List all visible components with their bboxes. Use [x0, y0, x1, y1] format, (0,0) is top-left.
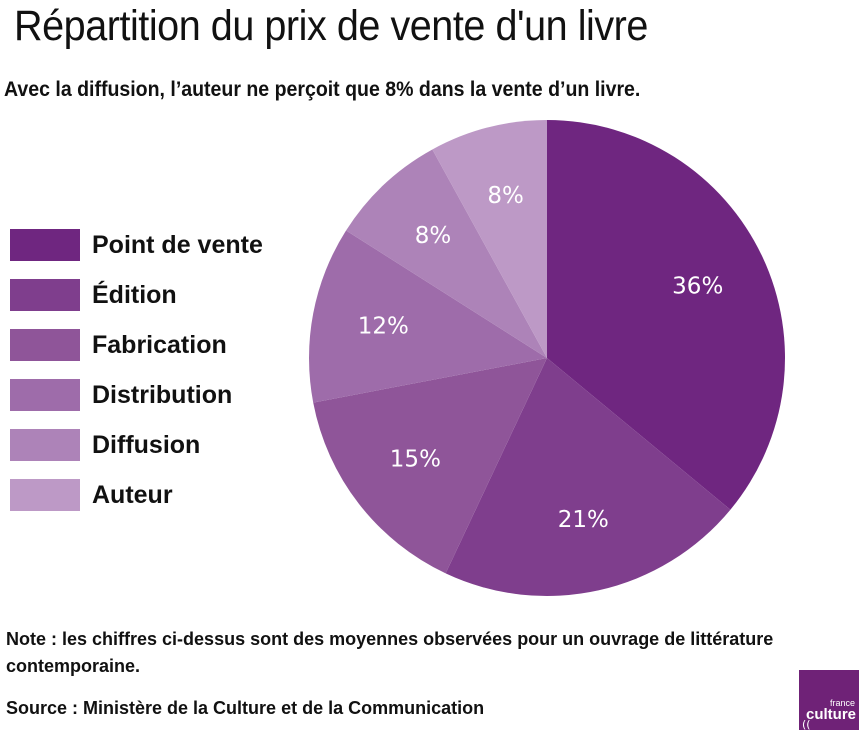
pie-slice-label: 12% — [358, 313, 409, 339]
chart-legend: Point de vente Édition Fabrication Distribu… — [10, 220, 263, 520]
legend-swatch — [10, 279, 80, 311]
legend-item: Fabrication — [10, 320, 263, 370]
legend-item: Auteur — [10, 470, 263, 520]
pie-slice — [346, 149, 547, 358]
legend-item: Point de vente — [10, 220, 263, 270]
legend-label: Diffusion — [92, 430, 201, 459]
legend-swatch — [10, 329, 80, 361]
chart-source: Source : Ministère de la Culture et de l… — [6, 698, 485, 718]
legend-swatch — [10, 429, 80, 461]
legend-swatch — [10, 479, 80, 511]
chart-title: Répartition du prix de vente d'un livre — [14, 2, 648, 50]
pie-slice — [309, 230, 547, 403]
legend-item: Édition — [10, 270, 263, 320]
pie-slice — [313, 358, 547, 574]
logo-main-text: culture — [806, 706, 856, 723]
pie-slice-label: 36% — [672, 274, 723, 300]
legend-swatch — [10, 229, 80, 261]
legend-label: Distribution — [92, 380, 233, 409]
legend-item: Distribution — [10, 370, 263, 420]
pie-slice-label: 15% — [390, 447, 441, 473]
france-culture-logo-mark: france culture (( — [799, 670, 859, 730]
chart-note: Note : les chiffres ci-dessus sont des m… — [6, 629, 774, 676]
pie-slice-label: 8% — [415, 223, 452, 249]
logo-top-text: france — [830, 698, 855, 708]
legend-label: Point de vente — [92, 230, 263, 259]
chart-subtitle: Avec la diffusion, l’auteur ne perçoit q… — [4, 78, 641, 101]
legend-label: Fabrication — [92, 330, 227, 359]
pie-slice-label: 8% — [487, 183, 524, 209]
pie-slice — [547, 120, 786, 510]
pie-slice-label: 21% — [558, 507, 609, 533]
pie-slice — [432, 120, 547, 358]
legend-swatch — [10, 379, 80, 411]
logo-radio-icon: (( — [802, 718, 811, 730]
legend-label: Édition — [92, 280, 177, 309]
legend-label: Auteur — [92, 480, 173, 509]
pie-slice — [445, 358, 731, 596]
france-culture-logo: france culture (( — [799, 670, 859, 730]
legend-item: Diffusion — [10, 420, 263, 470]
